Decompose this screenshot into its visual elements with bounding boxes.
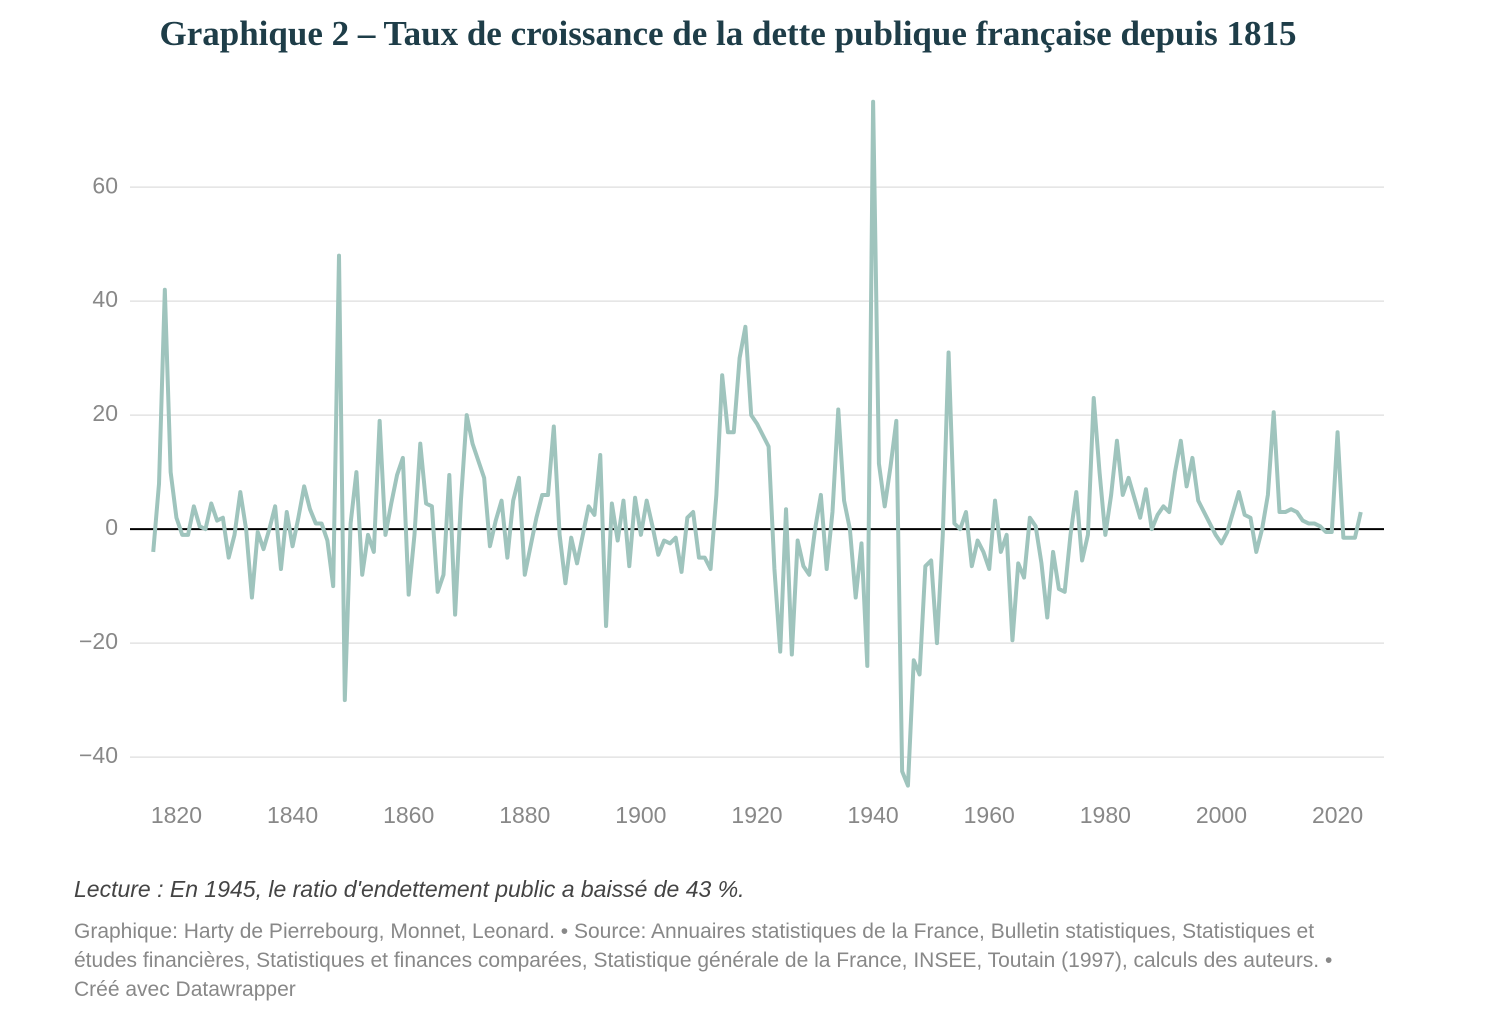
x-tick-label: 1820	[151, 802, 202, 828]
x-tick-label: 2020	[1312, 802, 1363, 828]
y-tick-label: −40	[79, 742, 118, 768]
x-tick-label: 1960	[964, 802, 1015, 828]
x-tick-label: 1940	[848, 802, 899, 828]
x-tick-label: 1980	[1080, 802, 1131, 828]
y-tick-label: 40	[92, 286, 118, 312]
chart: −40 −20 0 20 40 60 1820 1840 1860 1880 1900 1920 194…	[79, 99, 1384, 828]
x-tick-label: 1880	[499, 802, 550, 828]
x-tick-label: 1840	[267, 802, 318, 828]
x-tick-label: 1860	[383, 802, 434, 828]
chart-title: Graphique 2 – Taux de croissance de la d…	[159, 14, 1297, 53]
y-tick-label: 20	[92, 400, 118, 426]
y-tick-label: 60	[92, 172, 118, 198]
x-tick-label: 1920	[731, 802, 782, 828]
data-line	[151, 99, 1363, 788]
y-tick-label: −20	[79, 628, 118, 654]
y-tick-label: 0	[105, 514, 118, 540]
annotation: Lecture : En 1945, le ratio d'endettemen…	[74, 876, 745, 902]
x-tick-label: 2000	[1196, 802, 1247, 828]
x-tick-label: 1900	[615, 802, 666, 828]
source: Graphique: Harty de Pierrebourg, Monnet,…	[74, 920, 1333, 1001]
